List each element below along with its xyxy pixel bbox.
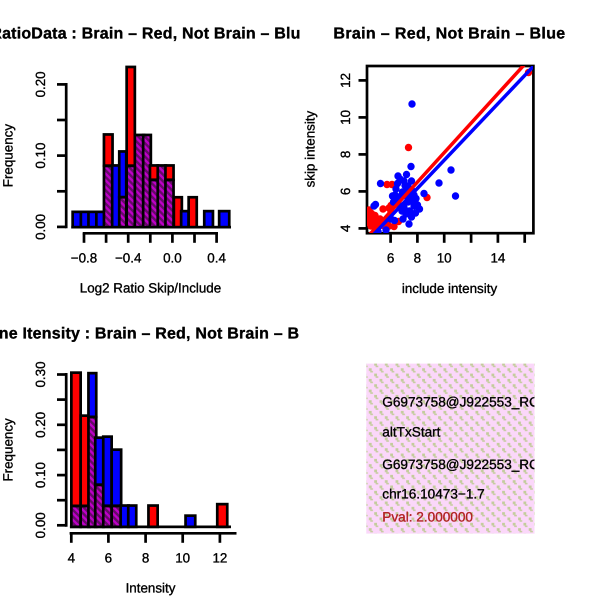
svg-text:0.00: 0.00 [33, 214, 48, 240]
svg-text:0.00: 0.00 [33, 512, 48, 538]
svg-text:−0.4: −0.4 [115, 250, 142, 265]
svg-text:0.4: 0.4 [207, 250, 226, 265]
svg-text:0.20: 0.20 [33, 412, 48, 438]
svg-text:12: 12 [212, 550, 227, 565]
svg-text:8: 8 [338, 151, 353, 158]
svg-text:chr16.10473−1.7: chr16.10473−1.7 [382, 486, 484, 501]
svg-text:Log2 Ratio Skip/Include: Log2 Ratio Skip/Include [80, 281, 221, 296]
svg-text:0.20: 0.20 [33, 71, 48, 97]
svg-text:6: 6 [105, 550, 112, 565]
svg-text:Pval: 2.000000: Pval: 2.000000 [382, 509, 473, 524]
svg-text:−0.8: −0.8 [71, 250, 97, 265]
svg-text:G6973758@J922553_RC1: G6973758@J922553_RC1 [382, 457, 546, 472]
svg-text:0.0: 0.0 [163, 250, 182, 265]
svg-text:RatioData : Brain – Red, Not B: RatioData : Brain – Red, Not Brain – Blu… [0, 26, 310, 43]
svg-text:10: 10 [437, 251, 452, 266]
svg-text:0.30: 0.30 [33, 361, 48, 387]
svg-text:Brain – Red, Not Brain – Blue: Brain – Red, Not Brain – Blue [333, 26, 565, 43]
svg-text:4: 4 [68, 550, 76, 565]
svg-text:4: 4 [338, 224, 353, 232]
svg-text:10: 10 [338, 110, 353, 125]
svg-text:0.10: 0.10 [33, 143, 48, 169]
svg-text:14: 14 [490, 251, 505, 266]
svg-text:10: 10 [175, 550, 190, 565]
svg-text:8: 8 [414, 251, 421, 266]
svg-text:12: 12 [338, 73, 353, 88]
svg-text:include intensity: include intensity [402, 281, 498, 296]
svg-text:Intensity: Intensity [126, 581, 176, 596]
svg-text:altTxStart: altTxStart [382, 424, 440, 439]
svg-text:6: 6 [338, 188, 353, 195]
svg-text:8: 8 [142, 550, 149, 565]
svg-text:Frequency: Frequency [1, 124, 16, 188]
svg-text:Gene Itensity : Brain – Red, N: Gene Itensity : Brain – Red, Not Brain –… [0, 326, 323, 343]
svg-text:6: 6 [387, 251, 394, 266]
svg-text:0.10: 0.10 [33, 462, 48, 488]
svg-text:Frequency: Frequency [1, 418, 16, 482]
svg-text:G6973758@J922553_RC1: G6973758@J922553_RC1 [382, 395, 546, 410]
svg-text:skip intensity: skip intensity [303, 110, 318, 187]
